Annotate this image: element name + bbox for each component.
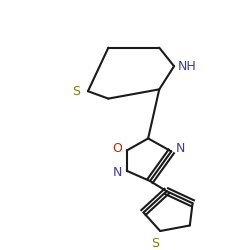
Text: S: S (152, 238, 160, 250)
Text: NH: NH (178, 60, 197, 73)
Text: N: N (113, 166, 122, 179)
Text: S: S (72, 85, 80, 98)
Text: N: N (176, 142, 185, 155)
Text: O: O (113, 142, 122, 155)
